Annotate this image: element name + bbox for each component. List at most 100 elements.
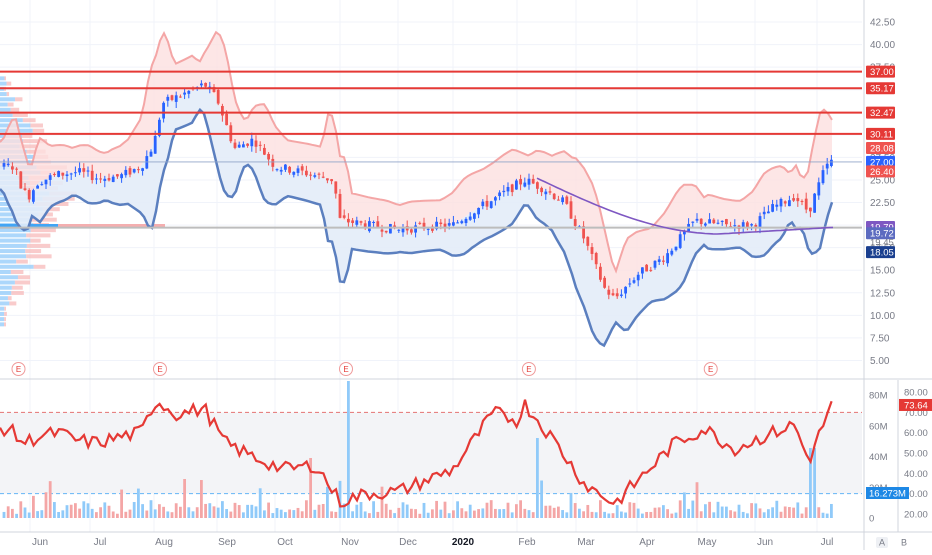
candle-body-129 [544, 191, 548, 195]
candle-body-2 [11, 166, 14, 170]
x-tick-label-2: Aug [155, 537, 173, 548]
volume-bar-149 [628, 502, 632, 518]
vp-bar-down-4 [9, 301, 17, 306]
volume-tick-label-0: 80M [869, 391, 888, 402]
volume-bar-11 [48, 481, 52, 518]
y-tick-label-12: 12.50 [870, 288, 895, 299]
volume-bar-40 [170, 512, 174, 518]
candle-body-157 [662, 260, 665, 262]
volume-bar-170 [716, 501, 720, 518]
x-tick-label-0: Jun [32, 537, 48, 548]
candle-body-24 [103, 178, 107, 181]
candle-body-11 [48, 175, 52, 180]
volume-bar-136 [573, 503, 577, 518]
vp-bar-down-44 [6, 92, 10, 97]
candle-body-55 [233, 142, 237, 148]
candle-body-0 [2, 163, 6, 167]
candle-body-16 [69, 173, 73, 175]
candle-body-9 [40, 184, 44, 186]
candle-body-191 [804, 198, 808, 210]
earnings-marker-1 [153, 362, 167, 376]
rsi-tick-label-4: 40.00 [904, 469, 928, 480]
volume-bar-148 [624, 512, 627, 518]
volume-bar-167 [704, 504, 707, 518]
candle-body-62 [263, 147, 266, 155]
volume-bar-189 [796, 502, 800, 518]
candle-body-114 [481, 201, 485, 207]
price-label-4: 28.08 [870, 143, 894, 154]
a-button[interactable] [876, 537, 888, 548]
volume-bar-139 [586, 504, 590, 518]
candle-body-38 [162, 102, 165, 119]
volume-bar-130 [548, 505, 552, 518]
volume-bar-115 [485, 502, 489, 518]
volume-bar-134 [565, 512, 569, 518]
volume-bar-171 [720, 506, 724, 518]
price-label-bg-5 [866, 155, 895, 168]
candle-body-79 [334, 181, 338, 194]
volume-bar-7 [32, 495, 35, 518]
volume-bar-59 [250, 504, 254, 518]
volume-bar-28 [120, 489, 123, 518]
vp-bar-down-8 [14, 280, 30, 285]
volume-bar-61 [258, 488, 262, 518]
b-button[interactable] [898, 537, 910, 548]
volume-bar-177 [746, 513, 749, 518]
vp-bar-down-9 [17, 275, 31, 280]
candle-body-177 [746, 222, 749, 228]
volume-bar-88 [372, 501, 375, 518]
candle-body-135 [569, 201, 573, 219]
vp-bar-up-11 [0, 264, 34, 269]
volume-bar-78 [330, 511, 333, 518]
vp-bar-down-3 [4, 306, 6, 311]
candle-body-159 [670, 250, 674, 255]
volume-bar-142 [599, 500, 602, 518]
candle-body-112 [473, 213, 476, 219]
candle-body-19 [82, 168, 86, 172]
volume-bar-196 [825, 513, 829, 518]
rsi-line [0, 399, 833, 508]
rsi-pane [0, 378, 932, 518]
vp-bar-up-8 [0, 280, 15, 285]
vp-bar-up-1 [0, 317, 4, 322]
candle-body-12 [53, 174, 56, 176]
volume-bar-180 [758, 508, 762, 518]
candle-body-107 [452, 222, 455, 226]
candle-body-155 [653, 260, 657, 268]
volume-bar-107 [452, 510, 455, 518]
vp-bar-down-14 [25, 249, 42, 254]
candle-body-35 [149, 151, 153, 157]
price-label-bg-10 [866, 246, 895, 259]
volume-bar-23 [99, 507, 102, 518]
candle-body-110 [464, 218, 468, 224]
earnings-marker-4 [703, 362, 718, 376]
price-label-bg-0 [866, 65, 895, 78]
volume-bar-159 [670, 513, 674, 518]
candle-body-196 [825, 163, 829, 169]
vp-bar-down-2 [4, 311, 7, 316]
volume-bar-55 [233, 502, 237, 518]
volume-bar-52 [221, 501, 224, 518]
candle-body-32 [137, 169, 140, 171]
candle-body-72 [305, 170, 308, 176]
volume-bar-82 [347, 381, 350, 518]
vp-bar-down-37 [32, 128, 45, 133]
rsi-tick-label-2: 60.00 [904, 428, 928, 439]
vp-bar-down-13 [26, 254, 52, 259]
candle-body-138 [582, 226, 585, 239]
candle-body-143 [603, 277, 606, 288]
rsi-last-label: 73.64 [904, 400, 928, 411]
vp-bar-down-12 [16, 259, 28, 264]
volume-tick-label-4: 0 [869, 514, 874, 525]
candle-body-156 [657, 259, 661, 262]
candle-body-58 [246, 143, 249, 146]
volume-bar-194 [817, 507, 821, 518]
rsi-tick-label-5: 30.00 [904, 489, 928, 500]
candle-body-98 [414, 225, 417, 233]
volume-bar-86 [363, 511, 367, 518]
volume-bar-190 [800, 513, 804, 518]
candle-body-40 [170, 95, 174, 100]
volume-bar-155 [653, 507, 657, 518]
volume-bar-122 [515, 504, 518, 518]
vp-bar-up-47 [0, 76, 5, 81]
